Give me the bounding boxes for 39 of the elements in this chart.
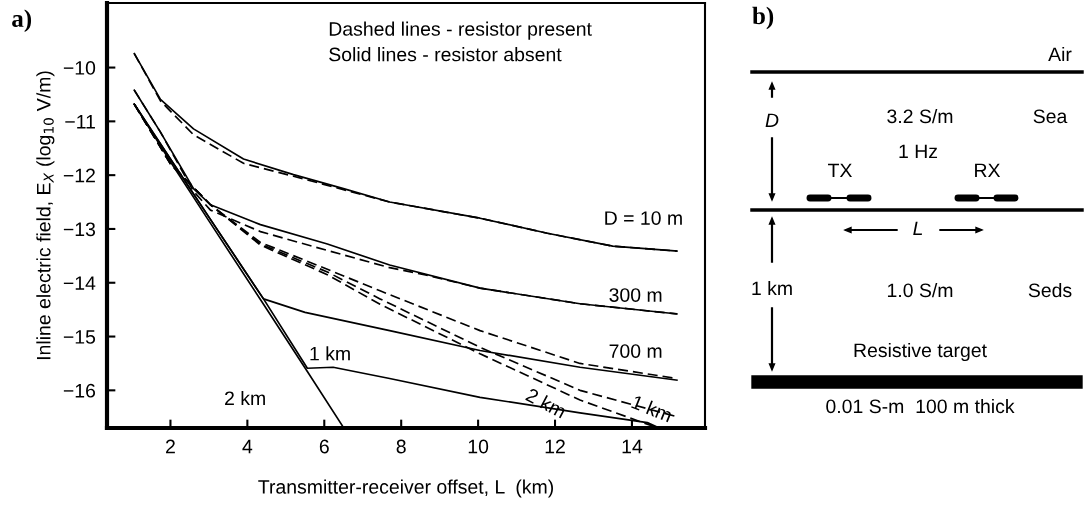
x-tick-label: 12 [545,439,565,454]
text: 1 km [752,280,792,296]
y-tick-label: −16 [63,383,96,398]
x-tick-label: 6 [319,439,329,454]
x-tick-label: 2 [166,439,175,454]
text: 1 Hz [899,144,938,159]
y-tick-label: −12 [63,168,95,183]
annotation: D = 10 m [605,211,682,225]
y-tick-label: −10 [63,61,96,75]
text: 0.01 S-m 100 m thick [826,398,1015,414]
text: Air [1048,46,1072,62]
text: D [765,113,779,128]
y-tick-label: −13 [63,222,96,237]
text: L [913,221,923,236]
text: Seds [1028,282,1072,298]
y-tick-label: −11 [65,115,95,129]
annotation: Dashed lines - resistor present [329,21,592,40]
text: Sea [1033,109,1068,124]
y-axis-title: Inline electric field, E$_{X}$ (log$_{10}$ V/m) [36,71,55,360]
annotation: 2 km [225,390,265,405]
text: RX [975,163,1001,178]
text: 3.2 S/m [887,108,953,124]
x-tick-label: 10 [468,439,489,454]
y-tick-label: −15 [63,330,96,344]
x-axis-title: Transmitter-receiver offset, L (km) [258,479,553,498]
annotation: 1 km [631,394,673,423]
x-tick-label: 14 [622,439,643,454]
text: 1.0 S/m [887,282,953,298]
text: Resistive target [854,342,987,362]
annotation: Solid lines - resistor absent [329,47,562,62]
x-tick-label: 8 [396,439,406,454]
y-tick-label: −14 [63,276,96,290]
annotation: 300 m [609,288,662,302]
x-tick-label: 4 [242,439,253,454]
annotation: 700 m [609,344,662,358]
text: b) [752,6,774,30]
text: TX [828,163,853,178]
annotation: 1 km [310,346,350,361]
chart-title: a) [12,9,32,33]
